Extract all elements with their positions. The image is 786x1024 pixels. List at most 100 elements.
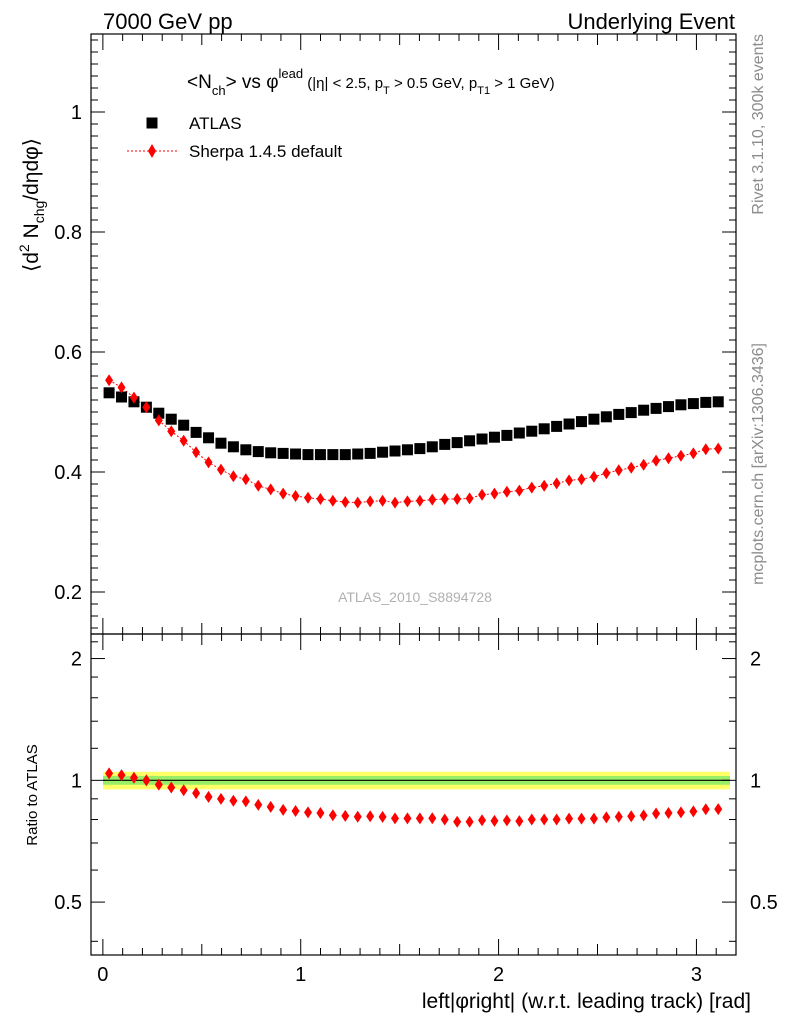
ratio-y-axis-label: Ratio to ATLAS: [24, 744, 41, 845]
atlas-point: [625, 407, 637, 419]
atlas-point: [464, 435, 476, 447]
legend: ATLAS Sherpa 1.4.5 default: [127, 114, 342, 161]
mc-point: [652, 454, 661, 467]
ratio-point: [639, 809, 648, 822]
mc-point: [415, 494, 424, 507]
mc-point: [403, 495, 412, 508]
mc-point: [279, 487, 288, 500]
mc-point: [341, 496, 350, 508]
plot-title-cuts-a: (|η| < 2.5, p: [303, 75, 383, 92]
mc-point: [676, 449, 685, 462]
mc-point: [328, 494, 337, 507]
atlas-point: [488, 431, 500, 443]
main-panel: 0.2 0.4 0.6 0.8 1: [54, 33, 737, 635]
atlas-point: [178, 419, 190, 431]
plot-title-phi-sup: lead: [279, 66, 304, 81]
mc-point: [117, 381, 126, 394]
x-tick-label: 3: [691, 964, 702, 986]
legend-atlas-marker: [146, 117, 158, 129]
mc-point: [689, 447, 698, 460]
mc-point: [316, 493, 325, 505]
mc-point: [366, 495, 375, 508]
mc-point: [303, 491, 312, 504]
main-y-tick-label: 0.6: [54, 342, 82, 364]
atlas-point: [116, 391, 128, 403]
ratio-point: [440, 813, 449, 826]
mc-point: [216, 463, 225, 476]
ratio-point: [192, 787, 201, 800]
ratio-point: [701, 803, 710, 816]
atlas-point: [588, 413, 600, 425]
atlas-point: [377, 446, 389, 458]
atlas-point: [613, 408, 625, 420]
main-frame: [90, 33, 737, 635]
ratio-panel: 0.5 0.5 1 1 2 2 0 1 2 3: [54, 633, 778, 986]
ratio-point: [291, 804, 300, 817]
plot-title-cuts-a-sub: T: [383, 85, 390, 97]
mc-point: [714, 442, 723, 455]
mc-point: [589, 470, 598, 483]
plot-title-cuts-b-sub: T1: [477, 85, 490, 97]
atlas-point: [563, 418, 575, 430]
mc-point: [502, 485, 511, 498]
ratio-point: [689, 805, 698, 818]
ratio-point: [540, 813, 549, 826]
ratio-point: [577, 812, 586, 825]
mc-point: [490, 487, 499, 500]
atlas-point: [364, 447, 376, 459]
ratio-point: [266, 800, 275, 813]
main-y-tick-label: 1: [71, 102, 82, 124]
atlas-point: [700, 396, 712, 408]
ratio-point: [341, 809, 350, 822]
mc-point: [167, 425, 176, 438]
ratio-y-tick-label-right: 0.5: [750, 892, 778, 914]
atlas-point: [389, 445, 401, 457]
main-y-tick-labels: 0.2 0.4 0.6 0.8 1: [54, 102, 82, 604]
ratio-point: [415, 812, 424, 825]
atlas-point: [277, 447, 289, 459]
x-tick-label: 0: [97, 964, 108, 986]
mc-point: [105, 374, 114, 387]
ratio-point: [117, 769, 126, 782]
atlas-point: [439, 438, 451, 450]
atlas-point: [551, 420, 563, 432]
ratio-point: [366, 810, 375, 823]
mc-point: [577, 473, 586, 486]
mc-point: [540, 479, 549, 492]
ratio-point: [589, 812, 598, 825]
mc-point: [465, 492, 474, 505]
plot-title: <Nch> vs φlead (|η| < 2.5, pT > 0.5 GeV,…: [187, 66, 555, 98]
atlas-point: [476, 433, 488, 445]
main-y-tick-label: 0.4: [54, 462, 82, 484]
atlas-point: [451, 437, 463, 449]
ratio-point: [254, 798, 263, 811]
ratio-point: [478, 814, 487, 827]
mc-point: [192, 446, 201, 459]
atlas-point: [650, 402, 662, 414]
ratio-point: [428, 812, 437, 825]
atlas-point: [638, 404, 650, 416]
atlas-point: [501, 429, 513, 441]
mc-point: [378, 494, 387, 507]
atlas-point: [314, 449, 326, 461]
mc-point: [266, 483, 275, 496]
atlas-point: [252, 446, 264, 458]
ratio-point: [627, 810, 636, 823]
mc-point: [527, 481, 536, 494]
atlas-point: [165, 413, 177, 425]
plot-title-mid: > vs: [226, 72, 267, 93]
mc-point: [627, 461, 636, 474]
mc-point: [179, 434, 188, 447]
atlas-point: [401, 444, 413, 456]
atlas-point: [290, 448, 302, 460]
ratio-y-tick-labels: 0.5 0.5 1 1 2 2: [54, 649, 778, 915]
main-y-axis-label: ⟨d2 Nchg/dηdφ⟩: [16, 138, 47, 272]
ratio-point: [391, 812, 400, 825]
mc-point: [639, 458, 648, 471]
mc-series-line: [108, 379, 719, 504]
mc-point: [142, 401, 151, 414]
ratio-point: [142, 774, 151, 787]
ratio-point: [216, 792, 225, 805]
atlas-point: [687, 398, 699, 410]
